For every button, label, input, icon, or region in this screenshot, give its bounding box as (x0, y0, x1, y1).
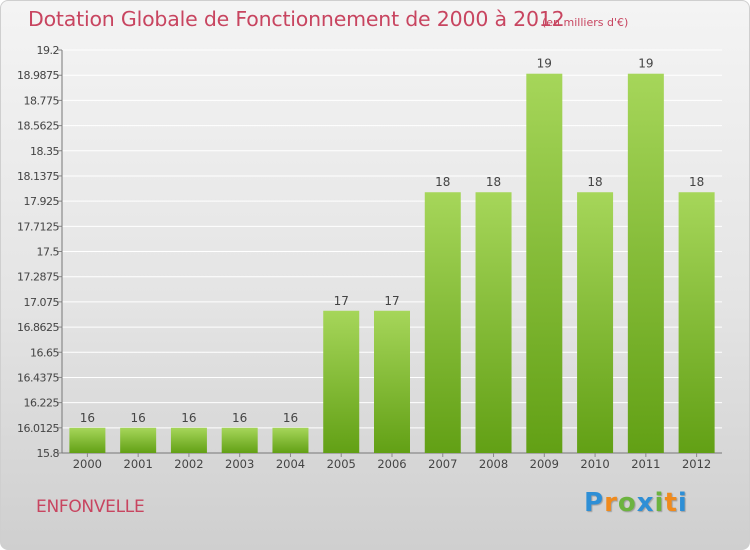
data-label-2000: 16 (80, 411, 95, 425)
x-tick-label-2010: 2010 (580, 457, 609, 471)
data-label-2008: 18 (486, 175, 501, 189)
y-tick-label: 17.075 (24, 296, 60, 309)
y-tick-label: 15.8 (37, 447, 60, 460)
chart-subtitle: (en milliers d'€) (542, 16, 629, 29)
data-label-2002: 16 (181, 411, 196, 425)
x-tick-label-2004: 2004 (276, 457, 305, 471)
x-tick-label-2000: 2000 (73, 457, 102, 471)
data-label-2003: 16 (232, 411, 247, 425)
bar-2012 (678, 192, 715, 453)
bar-2007 (424, 192, 461, 453)
proxiti-logo[interactable]: Proxiti (584, 488, 688, 518)
logo-letter: r (604, 488, 618, 518)
y-tick-label: 16.8625 (17, 321, 59, 334)
x-tick-label-2001: 2001 (124, 457, 153, 471)
bar-2001 (120, 427, 157, 453)
y-tick-label: 18.9875 (17, 69, 59, 82)
x-tick-label-2006: 2006 (377, 457, 406, 471)
data-label-2011: 19 (638, 57, 653, 71)
bar-2011 (627, 73, 664, 454)
y-tick-label: 18.35 (30, 145, 59, 158)
x-tick-label-2003: 2003 (225, 457, 254, 471)
logo-letter: i (654, 488, 665, 518)
data-label-2007: 18 (435, 175, 450, 189)
x-tick-label-2012: 2012 (682, 457, 711, 471)
y-tick-label: 17.925 (24, 195, 60, 208)
y-tick-label: 19.2 (37, 44, 60, 57)
y-tick-label: 16.4375 (17, 371, 59, 384)
y-tick-label: 16.65 (30, 346, 59, 359)
x-tick-label-2005: 2005 (327, 457, 356, 471)
y-tick-label: 16.0125 (17, 422, 59, 435)
data-label-2006: 17 (384, 294, 399, 308)
data-label-2001: 16 (131, 411, 146, 425)
bar-2006 (374, 310, 410, 453)
bar-2009 (526, 73, 563, 454)
logo-letter: o (617, 488, 637, 518)
bar-2005 (323, 310, 360, 453)
bar-2010 (577, 192, 614, 453)
bars (69, 73, 715, 454)
data-label-2004: 16 (283, 411, 298, 425)
chart-title: Dotation Globale de Fonctionnement de 20… (28, 7, 565, 31)
logo-letter: x (636, 488, 655, 518)
labels: 15.8 16.0125 16.225 16.4375 16.65 16.8625 17.0… (17, 44, 711, 471)
commune-name: ENFONVELLE (36, 497, 145, 517)
y-tick-label: 17.5 (37, 246, 60, 259)
logo-letter: t (664, 488, 678, 518)
logo-letter: P (584, 488, 605, 518)
data-label-2010: 18 (587, 175, 602, 189)
y-tick-label: 18.1375 (17, 170, 59, 183)
bar-2004 (272, 427, 309, 453)
y-tick-label: 18.5625 (17, 120, 59, 133)
data-label-2005: 17 (334, 294, 349, 308)
y-tick-label: 16.225 (24, 397, 60, 410)
x-tick-label-2008: 2008 (479, 457, 508, 471)
x-tick-label-2007: 2007 (428, 457, 457, 471)
y-tick-label: 17.2875 (17, 271, 59, 284)
x-tick-label-2011: 2011 (631, 457, 660, 471)
y-tick-label: 17.7125 (17, 220, 59, 233)
x-tick-label-2009: 2009 (530, 457, 559, 471)
data-label-2009: 19 (537, 57, 552, 71)
x-tick-label-2002: 2002 (174, 457, 203, 471)
bar-2000 (69, 427, 106, 453)
y-tick-label: 18.775 (24, 94, 60, 107)
data-label-2012: 18 (689, 175, 704, 189)
bar-2008 (475, 192, 512, 453)
logo-letter: i (677, 488, 688, 518)
bar-2003 (221, 427, 258, 453)
bar-2002 (170, 427, 207, 453)
